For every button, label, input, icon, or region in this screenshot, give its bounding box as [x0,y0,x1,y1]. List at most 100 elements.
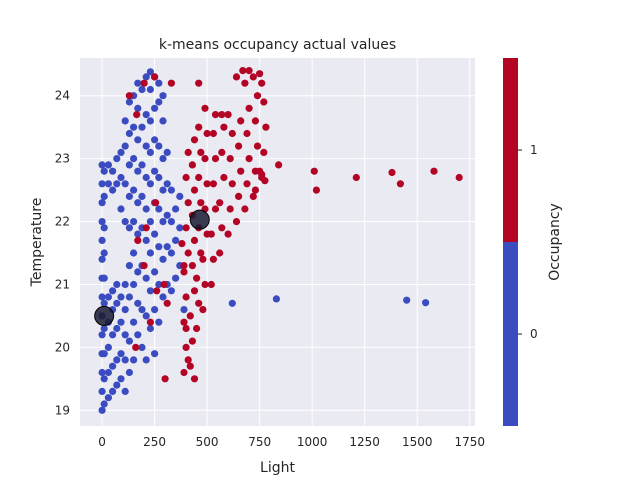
data-point [125,224,133,232]
data-point [130,318,138,326]
data-point [142,274,150,282]
data-point [195,79,203,87]
data-point [209,129,217,138]
data-point [203,180,211,188]
data-point [251,117,259,125]
data-point [130,186,138,194]
y-tick-label: 23 [55,152,70,166]
x-tick-label: 1500 [402,435,433,449]
data-points [98,67,463,414]
data-point [130,123,138,131]
data-point [117,375,125,383]
data-point [228,180,236,188]
data-point [190,186,199,194]
y-axis-ticks: 19 20 21 22 23 24 [55,89,70,418]
data-point [190,375,199,383]
data-point [130,249,138,257]
data-point [155,173,163,182]
colorbar-label: Occupancy [547,203,563,281]
data-point [100,224,108,232]
data-point [113,180,121,188]
data-point [125,337,133,345]
y-tick-label: 22 [55,215,70,229]
data-point [98,387,106,395]
data-point [146,68,154,76]
data-point [146,180,154,188]
data-point [249,192,257,200]
data-point [186,362,194,370]
data-point [151,350,159,358]
data-point [155,79,163,87]
data-point [142,224,150,232]
data-point [163,299,171,307]
data-point [121,117,129,125]
data-point [201,280,209,289]
data-point [138,85,146,94]
y-tick-label: 21 [55,277,70,291]
data-point [121,142,129,150]
data-point [159,218,167,226]
data-point [134,236,142,244]
data-point [153,287,161,295]
data-point [121,218,129,226]
data-point [146,249,154,257]
data-point [220,123,228,131]
data-point [113,324,121,333]
data-point [184,199,192,207]
data-point [184,356,192,364]
data-point [224,111,232,119]
data-point [125,368,133,377]
y-axis-label: Temperature [29,198,45,288]
data-point [224,230,232,238]
data-point [155,98,163,106]
data-point [146,324,154,333]
data-point [146,85,154,94]
y-tick-label: 19 [55,403,70,417]
data-point [197,249,205,257]
data-point [262,123,270,131]
data-point [203,129,211,138]
data-point [138,192,146,200]
data-point [455,173,463,182]
data-point [172,274,180,282]
data-point [216,199,224,207]
data-point [243,180,251,188]
data-point [253,142,262,150]
data-point [167,218,175,226]
data-point [142,173,150,182]
data-point [134,199,142,207]
data-point [216,249,224,257]
x-tick-label: 1000 [297,435,328,449]
data-point [155,205,163,213]
data-point [235,192,243,200]
data-point [352,173,360,182]
data-point [142,111,150,119]
data-point [261,177,269,185]
data-point [163,180,171,188]
data-point [260,148,268,156]
data-point [176,224,184,232]
centroid-marker [94,305,115,326]
data-point [218,148,226,156]
data-point [121,180,129,188]
data-point [100,274,108,282]
data-point [182,224,190,232]
data-point [167,249,175,257]
data-point [146,148,154,156]
data-point [134,136,142,144]
data-point [241,205,249,213]
data-point [100,324,108,333]
data-point [134,167,142,175]
x-axis-label: Light [260,460,295,476]
data-point [188,262,196,270]
data-point [140,262,148,270]
data-point [430,167,438,175]
data-point [237,167,245,175]
data-point [98,236,106,244]
data-point [163,211,171,219]
data-point [251,186,259,194]
data-point [180,306,188,314]
data-point [245,104,253,112]
data-point [121,331,129,339]
data-point [182,324,190,333]
